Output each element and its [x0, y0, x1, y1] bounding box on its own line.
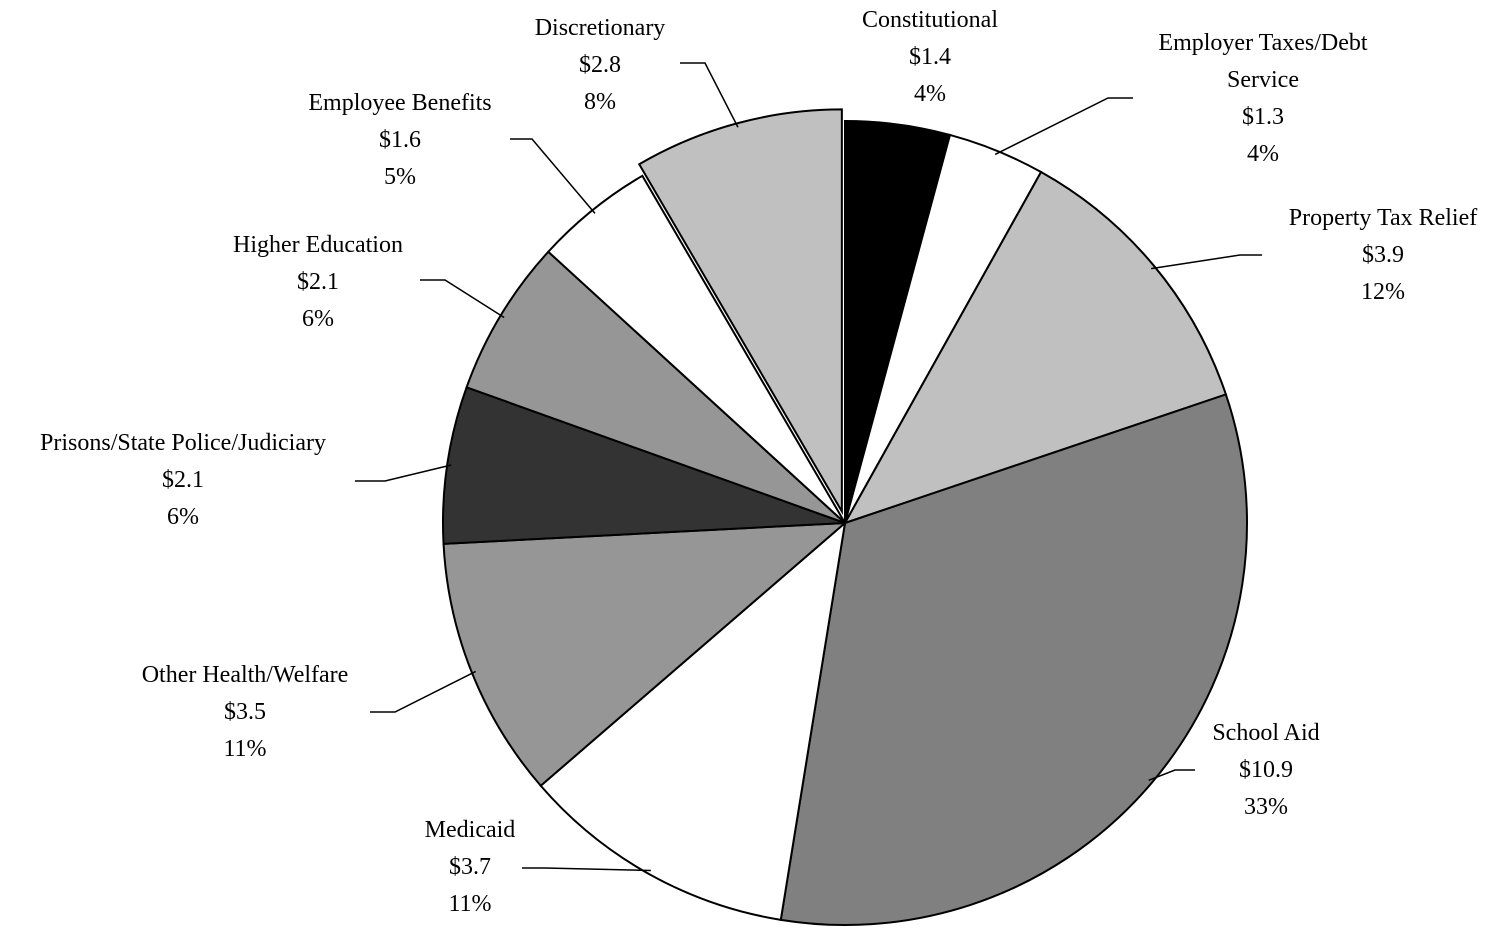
percentage-label: 4% [914, 81, 946, 107]
category: Constitutional [861, 7, 998, 33]
category: Discretionary [534, 15, 666, 41]
value-label: $3.5 [224, 699, 266, 725]
leader-line [1150, 254, 1262, 270]
value-label: $2.8 [579, 52, 621, 78]
category: Other Health/Welfare [141, 662, 349, 688]
value-label: $2.1 [297, 269, 339, 295]
value-label: $1.4 [909, 44, 951, 70]
category: Property Tax Relief [1288, 205, 1478, 231]
category: School Aid [1212, 720, 1320, 746]
category: Higher Education [233, 232, 403, 258]
value-label: $3.9 [1362, 242, 1404, 268]
value-label: $10.9 [1239, 757, 1293, 783]
leader-line [522, 867, 651, 872]
category: Employer Taxes/Debt Service [1158, 30, 1368, 93]
pie-slice [779, 393, 1248, 926]
slice-label: Higher Education $2.1 6% [198, 227, 438, 338]
percentage-label: 12% [1361, 279, 1405, 305]
pie-slice [842, 170, 1228, 525]
slice-label: Constitutional $1.4 4% [800, 2, 1060, 113]
percentage-label: 4% [1247, 141, 1279, 167]
leader-line [370, 670, 477, 713]
percentage-label: 6% [167, 504, 199, 530]
pie-slice [637, 108, 843, 516]
percentage-label: 5% [384, 164, 416, 190]
slice-label: Medicaid $3.7 11% [370, 812, 570, 923]
category: Employee Benefits [308, 90, 492, 116]
category: Prisons/State Police/Judiciary [40, 430, 326, 456]
percentage-label: 6% [302, 306, 334, 332]
leader-line [420, 279, 505, 319]
value-label: $1.3 [1242, 104, 1284, 130]
slice-label: Other Health/Welfare $3.5 11% [105, 657, 385, 768]
value-label: $1.6 [379, 127, 421, 153]
leader-line [1148, 769, 1195, 781]
value-label: $3.7 [449, 854, 491, 880]
slice-label: Employer Taxes/Debt Service $1.3 4% [1123, 25, 1403, 173]
percentage-label: 11% [448, 891, 492, 917]
leader-line [355, 464, 452, 482]
slice-label: School Aid $10.9 33% [1166, 715, 1366, 826]
pie-slice [442, 386, 846, 545]
leader-line [994, 97, 1133, 156]
leader-line [680, 62, 739, 128]
category: Medicaid [424, 817, 516, 843]
percentage-label: 11% [223, 736, 267, 762]
percentage-label: 8% [584, 89, 616, 115]
value-label: $2.1 [162, 467, 204, 493]
slice-label: Property Tax Relief $3.9 12% [1253, 200, 1505, 311]
percentage-label: 33% [1244, 794, 1288, 820]
leader-line [510, 138, 596, 214]
slice-label: Discretionary $2.8 8% [490, 10, 710, 121]
slice-label: Prisons/State Police/Judiciary $2.1 6% [3, 425, 363, 536]
slice-label: Employee Benefits $1.6 5% [270, 85, 530, 196]
pie-slice [539, 520, 847, 921]
